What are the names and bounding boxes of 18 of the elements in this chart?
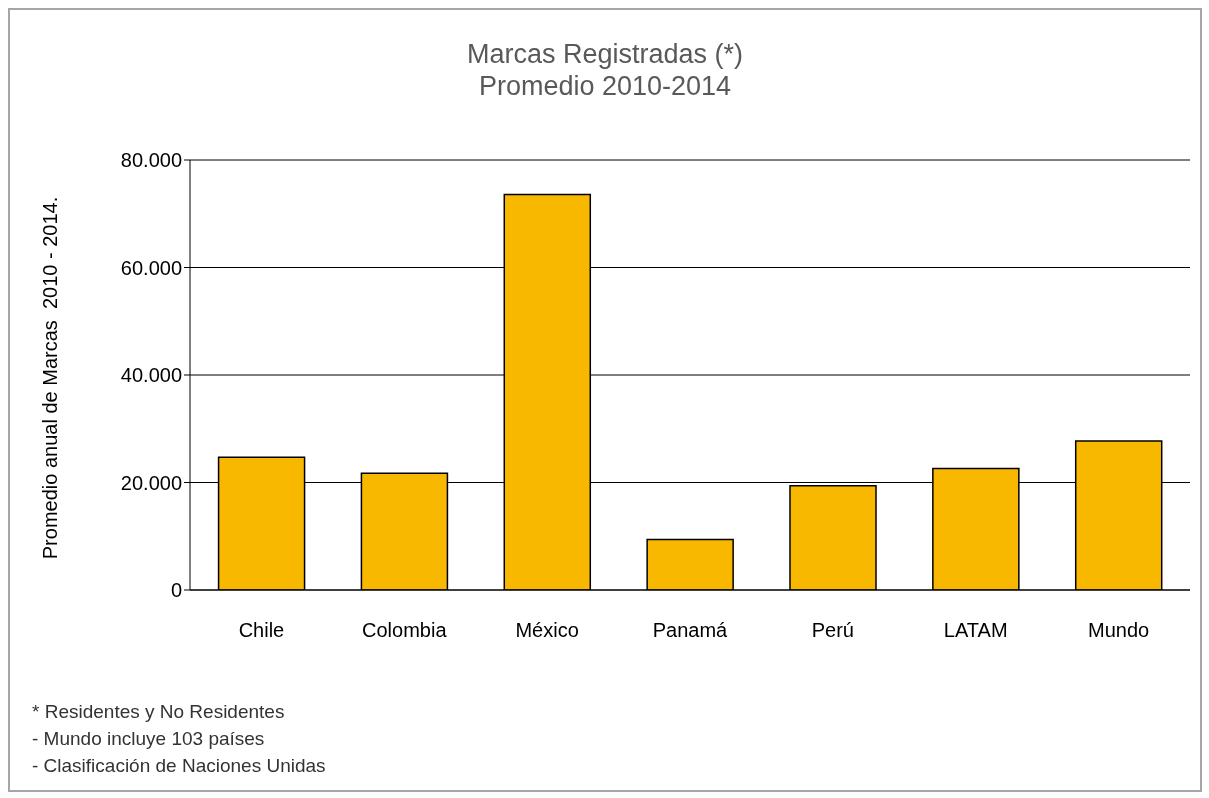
- y-tick-label: 80.000: [120, 149, 182, 172]
- y-tick-label: 60.000: [120, 256, 182, 279]
- chart-title: Marcas Registradas (*): [465, 38, 745, 70]
- x-tick-label: México: [515, 619, 579, 642]
- y-tick-label: 40.000: [120, 364, 182, 387]
- text: - Clasificación de Naciones Unidas: [32, 754, 326, 778]
- text: - Mundo incluye 103 países: [32, 727, 266, 751]
- x-tick-label: Mundo: [1087, 619, 1150, 642]
- y-tick-label: 0: [170, 579, 182, 602]
- x-tick-label: Chile: [238, 619, 285, 642]
- x-tick-label: Panamá: [652, 619, 729, 642]
- text: * Residentes y No Residentes: [32, 700, 286, 724]
- x-tick-label: LATAM: [943, 619, 1008, 642]
- x-tick-label: Perú: [811, 619, 854, 642]
- y-axis-title: Promedio anual de Marcas 2010 - 2014.: [38, 196, 62, 560]
- chart-subtitle: Promedio 2010-2014: [477, 70, 733, 102]
- x-tick-label: Colombia: [362, 619, 448, 642]
- y-tick-label: 20.000: [120, 471, 182, 494]
